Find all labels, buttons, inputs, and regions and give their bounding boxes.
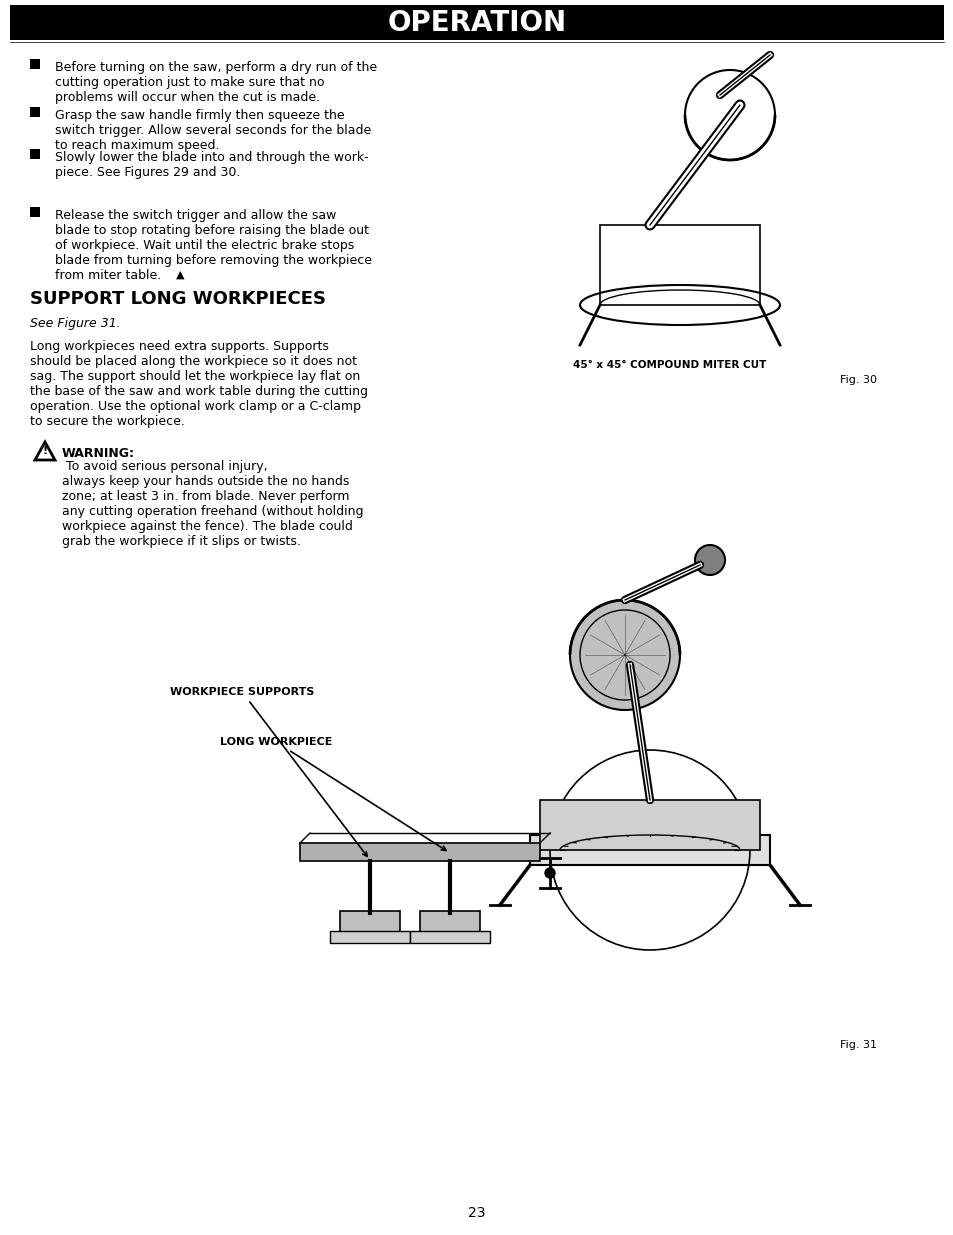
Text: LONG WORKPIECE: LONG WORKPIECE bbox=[220, 737, 446, 851]
FancyBboxPatch shape bbox=[530, 835, 769, 864]
Text: Grasp the saw handle firmly then squeeze the
switch trigger. Allow several secon: Grasp the saw handle firmly then squeeze… bbox=[55, 109, 371, 152]
Circle shape bbox=[569, 600, 679, 710]
FancyBboxPatch shape bbox=[410, 931, 490, 944]
Text: Before turning on the saw, perform a dry run of the
cutting operation just to ma: Before turning on the saw, perform a dry… bbox=[55, 61, 376, 104]
FancyBboxPatch shape bbox=[339, 911, 399, 932]
Circle shape bbox=[544, 868, 555, 878]
Text: Release the switch trigger and allow the saw
blade to stop rotating before raisi: Release the switch trigger and allow the… bbox=[55, 209, 372, 282]
FancyBboxPatch shape bbox=[330, 931, 410, 944]
Text: To avoid serious personal injury,
always keep your hands outside the no hands
zo: To avoid serious personal injury, always… bbox=[62, 459, 363, 548]
Bar bbox=[30, 207, 40, 217]
Polygon shape bbox=[35, 442, 55, 459]
FancyBboxPatch shape bbox=[10, 5, 943, 40]
Text: WORKPIECE SUPPORTS: WORKPIECE SUPPORTS bbox=[170, 687, 367, 856]
Bar bbox=[30, 149, 40, 159]
FancyBboxPatch shape bbox=[299, 844, 539, 861]
Text: Fig. 31: Fig. 31 bbox=[840, 1040, 876, 1050]
Text: SUPPORT LONG WORKPIECES: SUPPORT LONG WORKPIECES bbox=[30, 290, 326, 308]
Text: Slowly lower the blade into and through the work-
piece. See Figures 29 and 30.: Slowly lower the blade into and through … bbox=[55, 151, 368, 179]
FancyBboxPatch shape bbox=[419, 911, 479, 932]
Text: OPERATION: OPERATION bbox=[387, 9, 566, 37]
Text: ▲: ▲ bbox=[175, 270, 184, 280]
Text: WARNING:: WARNING: bbox=[62, 447, 135, 459]
Bar bbox=[30, 107, 40, 117]
Bar bbox=[30, 59, 40, 69]
FancyBboxPatch shape bbox=[539, 800, 760, 850]
Text: Long workpieces need extra supports. Supports
should be placed along the workpie: Long workpieces need extra supports. Sup… bbox=[30, 340, 368, 429]
Text: 23: 23 bbox=[468, 1207, 485, 1220]
Text: See Figure 31.: See Figure 31. bbox=[30, 317, 121, 330]
Text: Fig. 30: Fig. 30 bbox=[840, 375, 876, 385]
Text: !: ! bbox=[42, 446, 48, 456]
Text: 45° x 45° COMPOUND MITER CUT: 45° x 45° COMPOUND MITER CUT bbox=[573, 359, 766, 370]
Circle shape bbox=[695, 545, 724, 576]
